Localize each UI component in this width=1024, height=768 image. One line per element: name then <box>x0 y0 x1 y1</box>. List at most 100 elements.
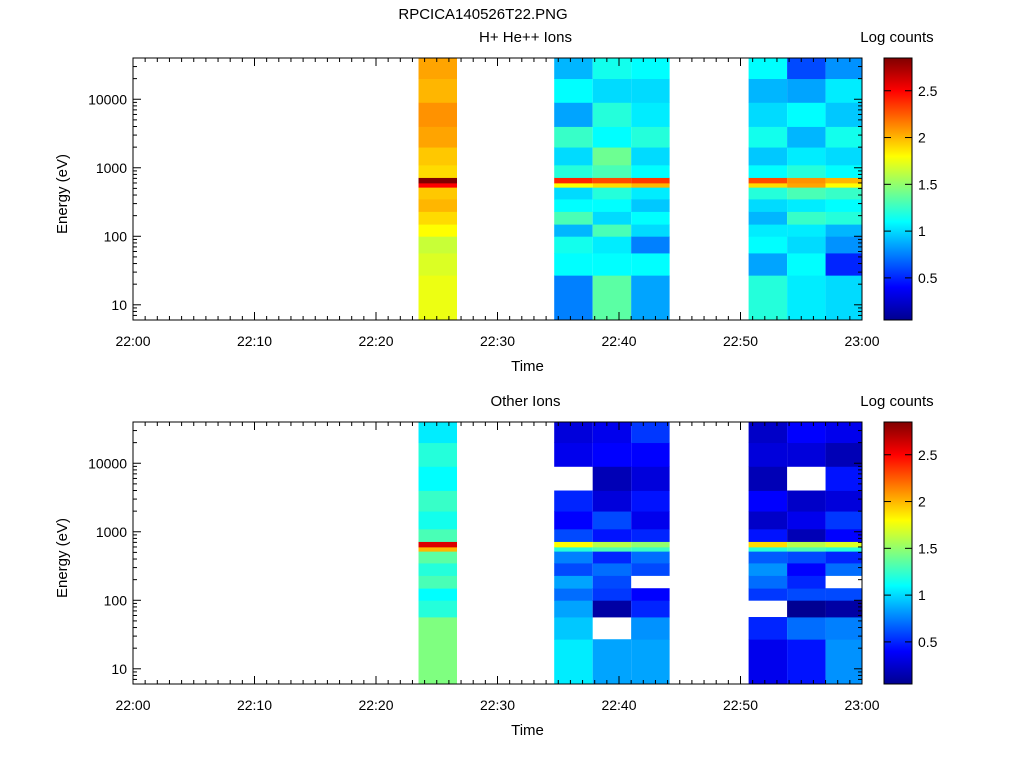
heatmap-cell-0-1-9 <box>554 164 593 178</box>
heatmap-cell-0-4-11 <box>748 126 788 148</box>
heatmap-cell-1-0-1 <box>418 600 457 618</box>
heatmap-cell-0-6-3 <box>825 224 862 237</box>
heatmap-cell-1-0-3 <box>418 575 457 589</box>
heatmap-cell-0-0-7 <box>418 182 457 188</box>
colorbar-tick-label: 0.5 <box>918 270 938 286</box>
heatmap-cell-0-6-10 <box>825 147 862 166</box>
heatmap-cell-0-4-8 <box>748 177 788 184</box>
x-tick-label: 22:40 <box>601 697 636 713</box>
colorbar-tick-label: 2 <box>918 130 926 146</box>
heatmap-cell-1-2-13 <box>592 442 632 467</box>
heatmap-cell-1-4-12 <box>748 466 788 491</box>
heatmap-cell-1-5-13 <box>787 442 826 467</box>
heatmap-cell-0-0-10 <box>418 147 457 166</box>
x-tick-label: 23:00 <box>844 333 879 349</box>
heatmap-cell-1-3-1 <box>631 617 670 640</box>
colorbar-label: Log counts <box>860 393 933 410</box>
heatmap-cell-1-0-6 <box>418 546 457 552</box>
heatmap-cell-0-6-11 <box>825 126 862 148</box>
heatmap-cell-0-6-2 <box>825 236 862 254</box>
heatmap-cell-0-4-2 <box>748 236 788 254</box>
heatmap-cell-1-0-12 <box>418 442 457 467</box>
colorbar <box>883 57 913 321</box>
heatmap-cell-1-6-11 <box>825 490 862 512</box>
heatmap-cell-0-2-13 <box>592 78 632 103</box>
heatmap-cell-1-1-6 <box>554 551 593 564</box>
heatmap-cell-1-4-5 <box>748 563 788 576</box>
heatmap-cell-1-2-4 <box>592 575 632 589</box>
heatmap-cell-1-3-5 <box>631 563 670 576</box>
heatmap-cell-0-4-14 <box>748 58 788 80</box>
heatmap-cell-1-5-11 <box>787 490 826 512</box>
heatmap-cell-0-6-12 <box>825 102 862 127</box>
heatmap-cell-0-2-9 <box>592 164 632 178</box>
heatmap-cell-0-4-7 <box>748 182 788 188</box>
heatmap-cell-1-6-8 <box>825 541 862 548</box>
heatmap-cell-0-4-10 <box>748 147 788 166</box>
heatmap-cell-0-4-1 <box>748 253 788 276</box>
heatmap-cell-0-1-14 <box>554 58 593 80</box>
heatmap-cell-1-3-12 <box>631 466 670 491</box>
heatmap-cell-0-4-0 <box>748 275 788 321</box>
heatmap-cell-1-4-7 <box>748 546 788 552</box>
heatmap-cell-1-2-14 <box>592 422 632 444</box>
heatmap-cell-0-3-11 <box>631 126 670 148</box>
heatmap-cell-1-0-9 <box>418 511 457 530</box>
heatmap-cell-0-0-1 <box>418 253 457 276</box>
heatmap-cell-0-4-5 <box>748 199 788 212</box>
heatmap-cell-1-6-5 <box>825 563 862 576</box>
colorbar-tick-label: 2 <box>918 494 926 510</box>
heatmap-cell-1-2-5 <box>592 563 632 576</box>
heatmap-cell-0-2-7 <box>592 182 632 188</box>
heatmap-cell-0-3-5 <box>631 199 670 212</box>
heatmap-cell-1-1-1 <box>554 617 593 640</box>
heatmap-cell-0-5-14 <box>787 58 826 80</box>
heatmap-cell-0-3-13 <box>631 78 670 103</box>
heatmap-cell-0-1-11 <box>554 126 593 148</box>
heatmap-cell-1-3-6 <box>631 551 670 564</box>
heatmap-cell-0-6-8 <box>825 177 862 184</box>
heatmap-cell-0-6-4 <box>825 211 862 225</box>
x-tick-label: 22:20 <box>358 697 393 713</box>
heatmap-cell-0-0-12 <box>418 102 457 127</box>
heatmap-cell-0-2-10 <box>592 147 632 166</box>
heatmap-cell-1-1-13 <box>554 442 593 467</box>
heatmap-cell-1-6-10 <box>825 511 862 530</box>
heatmap-cell-0-3-14 <box>631 58 670 80</box>
heatmap-cell-1-6-3 <box>825 588 862 601</box>
panel-other-ions: 22:00 22:10 22:20 22:30 22:40 22:50 23:00 10 100… <box>54 393 938 739</box>
heatmap-cell-1-5-5 <box>787 563 826 576</box>
heatmap-cell-1-1-14 <box>554 422 593 444</box>
colorbar-label: Log counts <box>860 29 933 46</box>
y-tick-label: 1000 <box>96 524 127 540</box>
heatmap-cell-1-4-8 <box>748 541 788 548</box>
heatmap-cell-1-1-2 <box>554 600 593 618</box>
heatmap-cell-0-1-10 <box>554 147 593 166</box>
heatmap-cell-1-1-5 <box>554 563 593 576</box>
heatmap-cell-0-3-4 <box>631 211 670 225</box>
heatmap-cell-0-3-6 <box>631 187 670 200</box>
heatmap-cell-1-3-8 <box>631 541 670 548</box>
colorbar-tick-label: 1.5 <box>918 540 938 556</box>
heatmap-cell-0-6-6 <box>825 187 862 200</box>
y-tick-label: 100 <box>104 228 128 244</box>
heatmap-cell-1-2-11 <box>592 490 632 512</box>
colorbar <box>883 421 913 685</box>
y-tick-label: 10000 <box>88 455 127 471</box>
heatmap-cell-0-0-13 <box>418 78 457 103</box>
heatmap-cell-0-1-8 <box>554 177 593 184</box>
x-tick-label: 22:30 <box>480 697 515 713</box>
heatmap-cell-1-2-3 <box>592 588 632 601</box>
heatmap-cell-0-2-1 <box>592 253 632 276</box>
heatmap-cell-0-6-1 <box>825 253 862 276</box>
heatmap-cell-1-6-12 <box>825 466 862 491</box>
heatmap-cell-1-4-14 <box>748 422 788 444</box>
y-axis-label: Energy (eV) <box>54 154 71 234</box>
heatmap-cell-0-2-14 <box>592 58 632 80</box>
heatmap-cell-0-3-0 <box>631 275 670 321</box>
colorbar-tick-label: 0.5 <box>918 634 938 650</box>
heatmap-cell-0-2-4 <box>592 211 632 225</box>
heatmap-cell-1-6-1 <box>825 617 862 640</box>
heatmap-cell-1-6-9 <box>825 528 862 542</box>
heatmap-cell-0-1-13 <box>554 78 593 103</box>
